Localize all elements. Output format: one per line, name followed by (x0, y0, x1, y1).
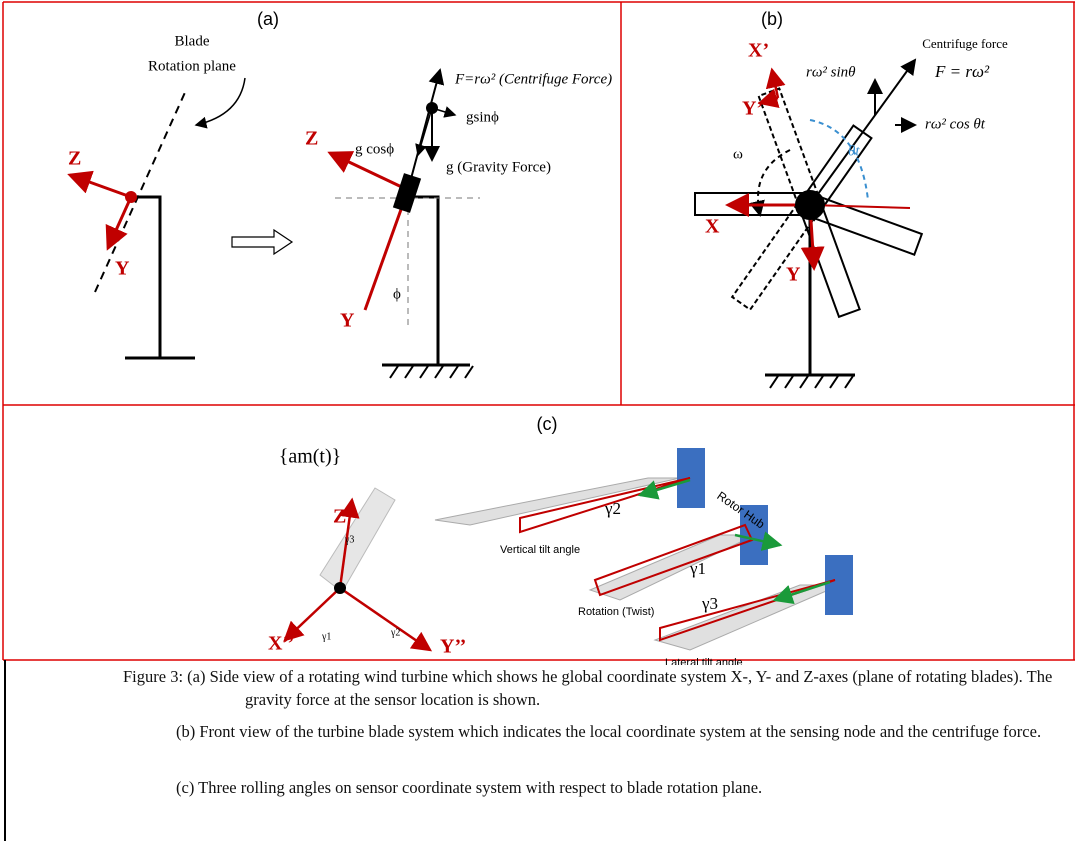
panel-title: (c) (537, 414, 558, 434)
label: γ3 (701, 594, 718, 613)
axis-label: Y (340, 310, 355, 332)
caption-b: (b) Front view of the turbine blade syst… (176, 720, 1058, 743)
axis-label: Z’’ (333, 506, 358, 528)
axis-label: Y (115, 258, 130, 280)
axis-label: X’ (748, 40, 769, 62)
label: ω (733, 146, 743, 162)
caption-c: (c) Three rolling angles on sensor coord… (176, 776, 1058, 799)
label: Centrifuge force (922, 36, 1008, 51)
label: rω² cos θt (925, 116, 986, 132)
axis-label: Z (305, 128, 318, 150)
caption-text: (a) Side view of a rotating wind turbine… (187, 667, 1052, 709)
label: gsinϕ (466, 109, 499, 125)
label: Vertical tilt angle (500, 544, 580, 556)
panel-title: (b) (761, 9, 783, 29)
label: ϕ (393, 286, 401, 302)
label: θt (848, 143, 860, 159)
turbine-side (70, 70, 480, 378)
label: g (Gravity Force) (446, 159, 551, 175)
label: F = rω² (934, 62, 990, 81)
label: g cosϕ (355, 141, 394, 157)
axis-label: X (705, 216, 720, 238)
label: γ1 (689, 559, 706, 578)
caption-a: Figure 3: (a) Side view of a rotating wi… (123, 665, 1058, 711)
turbine-front (695, 60, 922, 388)
caption-text: (b) Front view of the turbine blade syst… (176, 722, 1041, 741)
label: γ2 (604, 499, 621, 518)
caption-rule (4, 660, 6, 841)
axis-label: Z (68, 148, 81, 170)
label: F=rω² (Centrifuge Force) (454, 71, 612, 87)
page: (a) Blade Rotation plane Z Y F=rω² (Cent… (0, 0, 1077, 841)
caption-text: (c) Three rolling angles on sensor coord… (176, 778, 762, 797)
label: Rotation plane (148, 58, 236, 74)
label: Blade (175, 33, 210, 49)
label: γ2 (390, 627, 400, 638)
axis-label: X’’ (268, 633, 294, 655)
label: γ1 (321, 631, 331, 642)
panel-title: (a) (257, 9, 279, 29)
label: Lateral tilt angle (665, 657, 743, 665)
label: {am(t)} (279, 446, 342, 468)
label: rω² sinθ (806, 64, 856, 80)
caption-label: Figure 3: (123, 667, 183, 686)
label: γ3 (344, 534, 354, 545)
axis-label: Y’ (742, 98, 763, 120)
axis-label: Y’’ (440, 636, 466, 658)
axis-label: Y (786, 264, 801, 286)
figure: (a) Blade Rotation plane Z Y F=rω² (Cent… (0, 0, 1077, 665)
panel-borders (3, 2, 1075, 660)
label: Rotation (Twist) (578, 606, 654, 618)
